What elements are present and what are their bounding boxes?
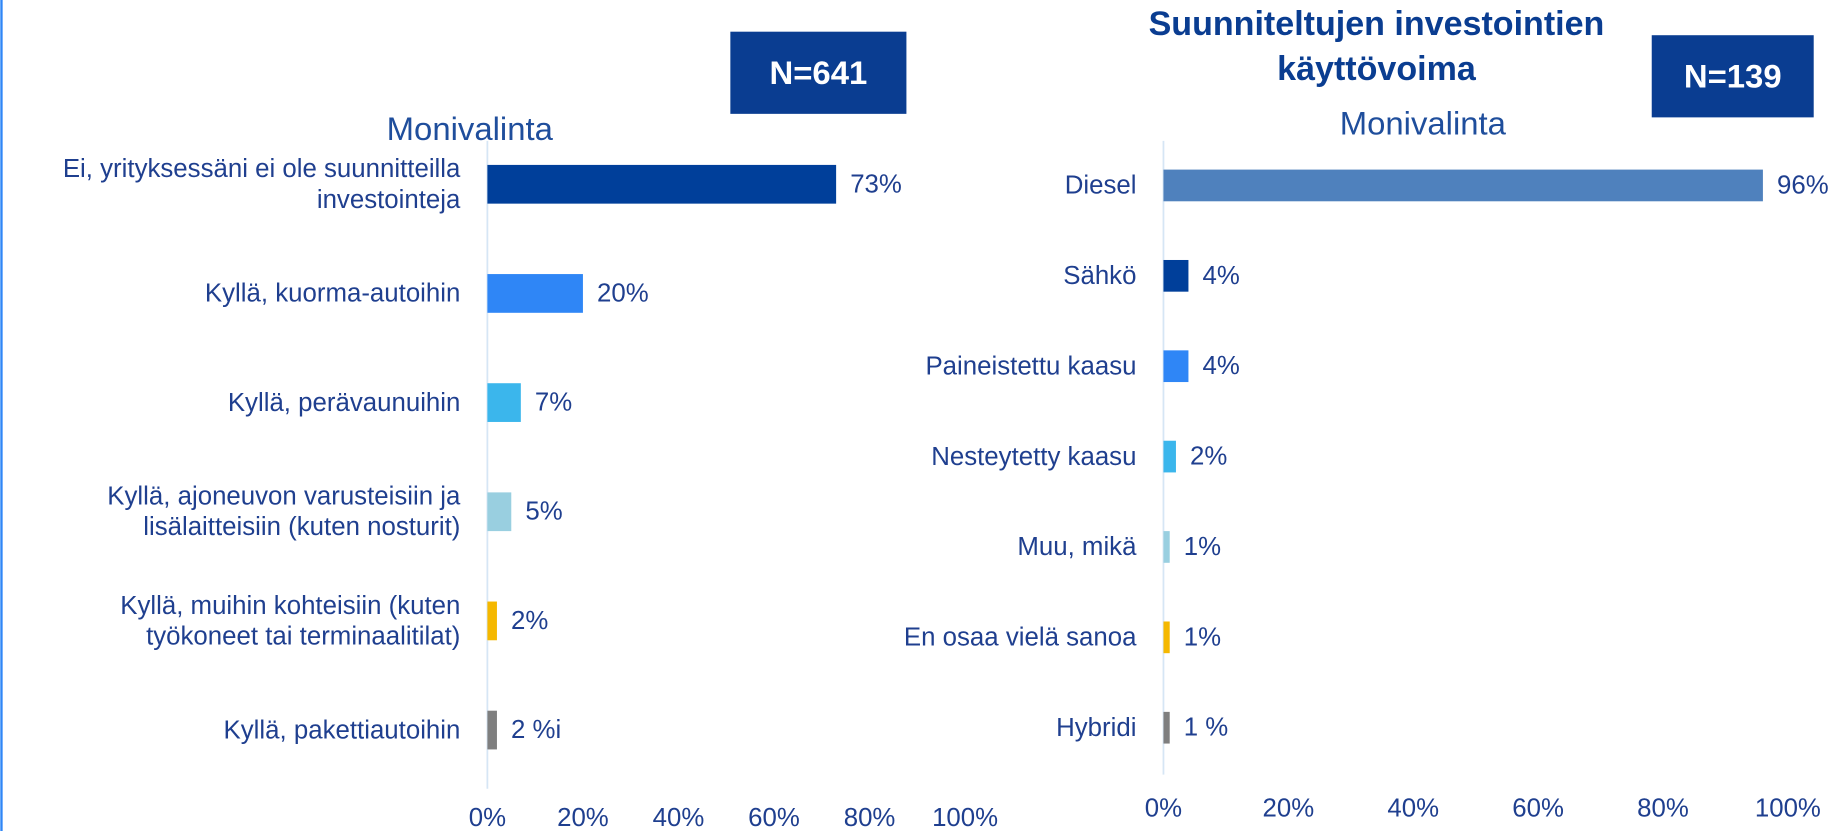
category-label: Kyllä, kuorma-autoihin: [204, 278, 461, 308]
value-label: 73%: [850, 170, 902, 198]
category-label-box: Kyllä, ajoneuvon varusteisiin ja lisälai…: [107, 481, 461, 542]
x-tick-label: 20%: [1263, 795, 1315, 823]
category-label: Kyllä, perävaunuihin: [227, 387, 461, 417]
chart-title: Suunniteltujen investointien käyttövoima: [1148, 5, 1605, 89]
bar: [1163, 169, 1763, 202]
value-label: 4%: [1203, 262, 1240, 290]
bar: [1163, 350, 1189, 383]
badge-text: N=641: [770, 54, 868, 91]
category-label-box: Sähkö: [1063, 260, 1137, 290]
category-label: Kyllä, muihin kohteisiin (kuten työkonee…: [120, 590, 461, 651]
bar: [487, 274, 583, 313]
x-tick-label: 20%: [557, 804, 609, 831]
category-label-box: Diesel: [1064, 170, 1137, 200]
category-label: En osaa vielä sanoa: [903, 622, 1137, 652]
category-label: Kyllä, pakettiautoihin: [223, 714, 461, 745]
category-label-box: Paineistettu kaasu: [925, 350, 1137, 381]
value-label: 1%: [1184, 623, 1221, 651]
category-label: Paineistettu kaasu: [925, 350, 1137, 381]
x-tick-label: 80%: [1637, 795, 1689, 823]
x-tick-label: 100%: [1755, 795, 1821, 823]
x-tick-label: 100%: [932, 804, 998, 831]
x-tick-label: 0%: [1145, 795, 1182, 823]
value-label: 20%: [597, 279, 649, 307]
x-tick-label: 60%: [748, 804, 800, 831]
category-label: Ei, yrityksessäni ei ole suunnitteilla i…: [62, 153, 461, 214]
category-label: Kyllä, ajoneuvon varusteisiin ja lisälai…: [107, 481, 461, 542]
bar: [1163, 711, 1170, 744]
badge: [730, 31, 907, 114]
subtitle: Monivalinta: [1340, 104, 1507, 141]
value-label: 2%: [1190, 443, 1227, 471]
category-label: Diesel: [1064, 170, 1137, 200]
bar: [487, 492, 512, 532]
bar: [487, 383, 521, 422]
value-label: 2%: [511, 607, 548, 635]
category-label-box: En osaa vielä sanoa: [903, 622, 1137, 652]
subtitle: Monivalinta: [387, 110, 554, 147]
category-label-box: Kyllä, muihin kohteisiin (kuten työkonee…: [120, 590, 461, 651]
category-label: Hybridi: [1056, 712, 1137, 742]
category-label: Sähkö: [1063, 260, 1137, 290]
category-label-box: Hybridi: [1056, 712, 1137, 742]
x-tick-label: 80%: [844, 804, 896, 831]
category-label-box: Kyllä, perävaunuihin: [227, 387, 461, 417]
category-label-box: Nesteytetty kaasu: [931, 441, 1137, 471]
badge-text: N=139: [1684, 57, 1782, 94]
bar: [1163, 531, 1170, 563]
bar: [487, 601, 497, 641]
category-label: Nesteytetty kaasu: [931, 441, 1137, 471]
x-tick-label: 60%: [1512, 795, 1564, 823]
badge: [1651, 35, 1814, 118]
category-label-box: Kyllä, kuorma-autoihin: [204, 278, 461, 308]
bar: [487, 710, 497, 750]
value-label: 1%: [1184, 533, 1221, 561]
value-label: 4%: [1203, 352, 1240, 380]
category-label-box: Ei, yrityksessäni ei ole suunnitteilla i…: [62, 153, 461, 214]
category-label-box: Kyllä, pakettiautoihin: [223, 714, 461, 745]
category-label-box: Muu, mikä: [1017, 531, 1137, 562]
x-tick-label: 0%: [469, 804, 506, 831]
bar: [487, 164, 837, 204]
x-tick-label: 40%: [1387, 795, 1439, 823]
bar: [1163, 440, 1176, 473]
bar: [1163, 259, 1189, 292]
value-label: 1 %: [1184, 714, 1229, 742]
chart-title-box: Suunniteltujen investointien käyttövoima: [1148, 5, 1605, 89]
category-label: Muu, mikä: [1017, 531, 1137, 562]
bar: [1163, 621, 1170, 654]
value-label: 5%: [525, 498, 562, 526]
value-label: 96%: [1777, 171, 1829, 199]
x-tick-label: 40%: [653, 804, 705, 831]
value-label: 2 %i: [511, 716, 561, 744]
value-label: 7%: [535, 389, 572, 417]
